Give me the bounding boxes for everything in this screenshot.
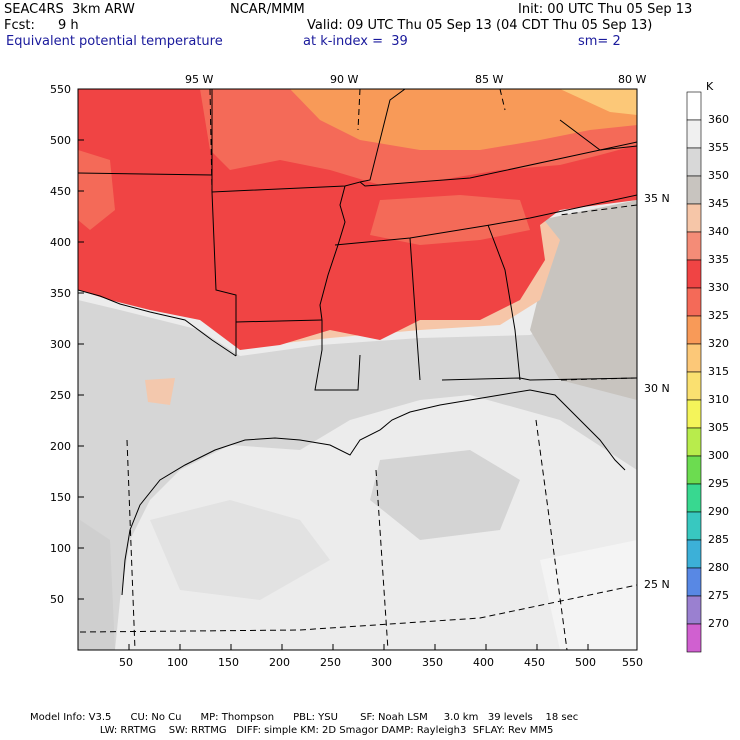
forecast-label: Fcst: bbox=[4, 18, 35, 33]
x-tick-label: 50 bbox=[119, 656, 133, 669]
colorbar-level-label: 270 bbox=[708, 617, 729, 630]
latitude-label: 35 N bbox=[644, 192, 670, 205]
colorbar-level-label: 330 bbox=[708, 281, 729, 294]
y-tick-label: 350 bbox=[50, 287, 71, 300]
y-tick-label: 50 bbox=[50, 593, 64, 606]
model-info-line1: Model Info: V3.5 CU: No Cu MP: Thompson … bbox=[30, 712, 579, 723]
x-tick-label: 300 bbox=[371, 656, 392, 669]
axis-ticks bbox=[78, 139, 589, 650]
colorbar-swatch bbox=[686, 539, 702, 569]
coastline bbox=[121, 389, 626, 596]
latitude-label: 30 N bbox=[644, 382, 670, 395]
colorbar-swatch bbox=[686, 203, 702, 233]
colorbar-level-label: 280 bbox=[708, 561, 729, 574]
model-info-line2: LW: RRTMG SW: RRTMG DIFF: simple KM: 2D … bbox=[30, 725, 554, 736]
x-tick-label: 500 bbox=[575, 656, 596, 669]
colorbar-level-label: 360 bbox=[708, 113, 729, 126]
x-tick-label: 550 bbox=[622, 656, 643, 669]
colorbar-level-label: 350 bbox=[708, 169, 729, 182]
colorbar-level-label: 315 bbox=[708, 365, 729, 378]
valid-time: Valid: 09 UTC Thu 05 Sep 13 (04 CDT Thu … bbox=[307, 18, 653, 33]
colorbar-swatch bbox=[686, 511, 702, 541]
colorbar-level-label: 310 bbox=[708, 393, 729, 406]
y-tick-label: 400 bbox=[50, 236, 71, 249]
level-info: at k-index = 39 bbox=[303, 34, 408, 49]
model-name: SEAC4RS 3km ARW bbox=[4, 2, 135, 17]
colorbar-swatch bbox=[686, 343, 702, 373]
colorbar-swatch bbox=[686, 147, 702, 177]
colorbar-level-label: 320 bbox=[708, 337, 729, 350]
colorbar-swatch bbox=[686, 259, 702, 289]
colorbar-swatch bbox=[686, 315, 702, 345]
colorbar-swatch bbox=[686, 455, 702, 485]
colorbar-swatch bbox=[686, 595, 702, 625]
y-tick-label: 200 bbox=[50, 440, 71, 453]
longitude-label: 95 W bbox=[185, 73, 214, 86]
field-name: Equivalent potential temperature bbox=[6, 34, 223, 49]
colorbar-level-label: 335 bbox=[708, 253, 729, 266]
colorbar-swatch bbox=[686, 623, 702, 653]
y-tick-label: 300 bbox=[50, 338, 71, 351]
plot-frame bbox=[77, 88, 638, 651]
center-name: NCAR/MMM bbox=[230, 2, 305, 17]
colorbar-level-label: 355 bbox=[708, 141, 729, 154]
y-tick-label: 500 bbox=[50, 134, 71, 147]
colorbar-swatch bbox=[686, 427, 702, 457]
colorbar bbox=[686, 91, 702, 653]
longitude-label: 80 W bbox=[618, 73, 647, 86]
colorbar-level-label: 295 bbox=[708, 477, 729, 490]
colorbar-level-label: 345 bbox=[708, 197, 729, 210]
x-tick-label: 150 bbox=[218, 656, 239, 669]
y-tick-label: 550 bbox=[50, 83, 71, 96]
state-boundaries bbox=[78, 89, 637, 391]
x-tick-label: 400 bbox=[473, 656, 494, 669]
colorbar-swatch bbox=[686, 287, 702, 317]
colorbar-level-label: 340 bbox=[708, 225, 729, 238]
colorbar-level-label: 325 bbox=[708, 309, 729, 322]
colorbar-swatch bbox=[686, 567, 702, 597]
x-tick-label: 450 bbox=[524, 656, 545, 669]
colorbar-swatch bbox=[686, 231, 702, 261]
smoothing-info: sm= 2 bbox=[578, 34, 621, 49]
x-tick-label: 200 bbox=[269, 656, 290, 669]
colorbar-swatch bbox=[686, 371, 702, 401]
x-tick-label: 100 bbox=[167, 656, 188, 669]
colorbar-swatch bbox=[686, 399, 702, 429]
colorbar-level-label: 285 bbox=[708, 533, 729, 546]
colorbar-swatch bbox=[686, 119, 702, 149]
x-tick-label: 250 bbox=[320, 656, 341, 669]
longitude-label: 85 W bbox=[475, 73, 504, 86]
y-tick-label: 450 bbox=[50, 185, 71, 198]
y-tick-label: 150 bbox=[50, 491, 71, 504]
init-time: Init: 00 UTC Thu 05 Sep 13 bbox=[518, 2, 693, 17]
colorbar-level-label: 305 bbox=[708, 421, 729, 434]
lat-lon-grid bbox=[79, 89, 637, 650]
colorbar-level-label: 300 bbox=[708, 449, 729, 462]
colorbar-swatch bbox=[686, 483, 702, 513]
longitude-label: 90 W bbox=[330, 73, 359, 86]
colorbar-swatch bbox=[686, 175, 702, 205]
colorbar-unit: K bbox=[706, 80, 714, 93]
x-tick-label: 350 bbox=[422, 656, 443, 669]
latitude-label: 25 N bbox=[644, 578, 670, 591]
colorbar-level-label: 275 bbox=[708, 589, 729, 602]
y-tick-label: 100 bbox=[50, 542, 71, 555]
colorbar-level-label: 290 bbox=[708, 505, 729, 518]
theta-e-field bbox=[78, 89, 637, 650]
y-tick-label: 250 bbox=[50, 389, 71, 402]
colorbar-swatch bbox=[686, 91, 702, 121]
forecast-hour: 9 h bbox=[58, 18, 79, 33]
